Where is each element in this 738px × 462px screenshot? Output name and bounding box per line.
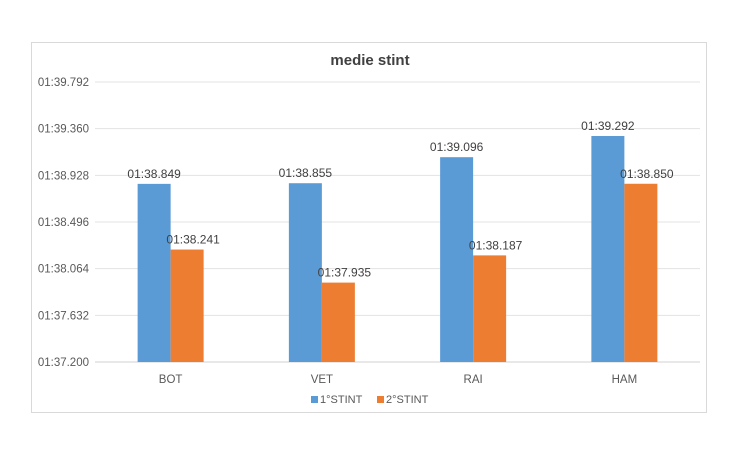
bar-1°STINT-BOT xyxy=(137,183,171,362)
legend-label: 1°STINT xyxy=(320,394,363,406)
data-label: 01:37.935 xyxy=(318,266,372,280)
bar-1°STINT-RAI xyxy=(440,157,474,362)
bar-2°STINT-HAM xyxy=(624,183,658,362)
legend: 1°STINT 2°STINT xyxy=(311,394,429,406)
legend-swatch xyxy=(311,396,318,403)
y-tick-label: 01:38.064 xyxy=(38,264,90,276)
bar-2°STINT-RAI xyxy=(473,255,507,362)
bar-2°STINT-VET xyxy=(321,282,355,362)
legend-swatch xyxy=(377,396,384,403)
bar-1°STINT-VET xyxy=(288,183,322,362)
x-category-label: HAM xyxy=(612,374,638,386)
bars xyxy=(137,136,658,362)
bar-1°STINT-HAM xyxy=(591,136,625,362)
data-labels: 01:38.849 01:38.241 01:38.855 01:37.935 01:3… xyxy=(127,119,673,280)
data-label: 01:38.241 xyxy=(166,233,220,247)
y-tick-label: 01:38.496 xyxy=(38,217,89,229)
y-tick-label: 01:37.632 xyxy=(38,310,89,322)
data-label: 01:38.187 xyxy=(469,238,523,252)
y-tick-label: 01:39.792 xyxy=(38,77,89,89)
x-category-label: BOT xyxy=(159,374,183,386)
data-label: 01:39.292 xyxy=(581,119,635,133)
x-axis-categories: BOT VET RAI HAM xyxy=(159,374,637,386)
x-category-label: RAI xyxy=(464,374,483,386)
data-label: 01:39.096 xyxy=(430,140,484,154)
y-tick-label: 01:39.360 xyxy=(38,124,89,136)
x-category-label: VET xyxy=(311,374,333,386)
legend-label: 2°STINT xyxy=(386,394,429,406)
y-axis-ticks: 01:37.200 01:37.632 01:38.064 01:38.496 01:3… xyxy=(38,77,90,369)
y-tick-label: 01:38.928 xyxy=(38,170,89,182)
data-label: 01:38.849 xyxy=(127,167,181,181)
bar-2°STINT-BOT xyxy=(170,249,204,362)
data-label: 01:38.855 xyxy=(279,166,333,180)
data-label: 01:38.850 xyxy=(620,167,674,181)
chart-title: medie stint xyxy=(330,52,409,69)
y-tick-label: 01:37.200 xyxy=(38,357,89,369)
